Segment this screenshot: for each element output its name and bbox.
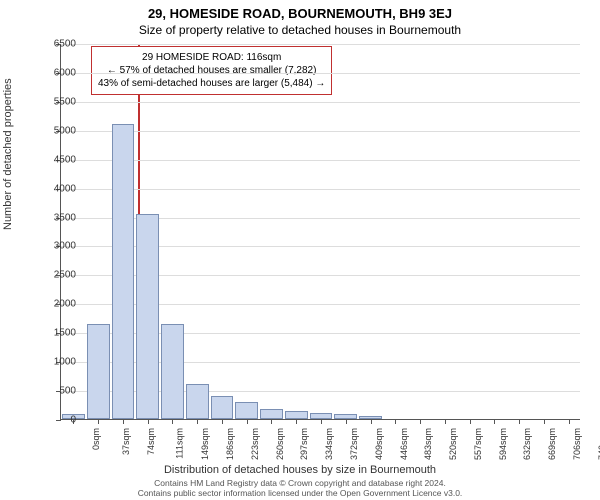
title-sub: Size of property relative to detached ho… [0, 21, 600, 37]
xtick-mark [172, 419, 173, 424]
annotation-line3: 43% of semi-detached houses are larger (… [98, 77, 325, 90]
xtick-mark [247, 419, 248, 424]
ytick-label: 4000 [26, 183, 76, 194]
xtick-label: 743sqm [597, 428, 600, 460]
bar [136, 214, 159, 419]
xtick-mark [222, 419, 223, 424]
xtick-mark [420, 419, 421, 424]
gridline [61, 160, 580, 161]
xtick-label: 223sqm [250, 428, 260, 460]
bar [260, 409, 283, 419]
xtick-label: 372sqm [349, 428, 359, 460]
ytick-label: 1500 [26, 328, 76, 339]
annotation-line2: ← 57% of detached houses are smaller (7,… [98, 64, 325, 77]
xtick-mark [371, 419, 372, 424]
chart-area: 29 HOMESIDE ROAD: 116sqm ← 57% of detach… [60, 44, 580, 420]
ytick-label: 6000 [26, 67, 76, 78]
footer: Contains HM Land Registry data © Crown c… [0, 478, 600, 498]
ytick-label: 2000 [26, 299, 76, 310]
ytick-label: 4500 [26, 154, 76, 165]
xtick-label: 706sqm [572, 428, 582, 460]
xtick-label: 111sqm [174, 428, 184, 459]
xtick-mark [271, 419, 272, 424]
xtick-label: 557sqm [473, 428, 483, 460]
annotation-box: 29 HOMESIDE ROAD: 116sqm ← 57% of detach… [91, 46, 332, 95]
xtick-label: 37sqm [121, 428, 131, 455]
xtick-label: 483sqm [423, 428, 433, 460]
x-axis-label: Distribution of detached houses by size … [0, 464, 600, 476]
gridline [61, 73, 580, 74]
footer-line2: Contains public sector information licen… [0, 488, 600, 498]
title-main: 29, HOMESIDE ROAD, BOURNEMOUTH, BH9 3EJ [0, 0, 600, 21]
xtick-label: 334sqm [324, 428, 334, 460]
ytick-label: 0 [26, 415, 76, 426]
xtick-label: 632sqm [522, 428, 532, 460]
xtick-mark [197, 419, 198, 424]
xtick-label: 669sqm [547, 428, 557, 460]
ytick-label: 5500 [26, 96, 76, 107]
xtick-mark [296, 419, 297, 424]
annotation-line1: 29 HOMESIDE ROAD: 116sqm [98, 51, 325, 64]
bar [186, 384, 209, 419]
bar [211, 396, 234, 419]
bar [112, 124, 135, 419]
xtick-mark [544, 419, 545, 424]
xtick-mark [321, 419, 322, 424]
xtick-label: 297sqm [300, 428, 310, 460]
gridline [61, 102, 580, 103]
xtick-mark [569, 419, 570, 424]
xtick-label: 74sqm [146, 428, 156, 455]
xtick-label: 446sqm [399, 428, 409, 460]
xtick-mark [346, 419, 347, 424]
xtick-label: 260sqm [275, 428, 285, 460]
xtick-mark [445, 419, 446, 424]
xtick-mark [395, 419, 396, 424]
xtick-label: 186sqm [225, 428, 235, 460]
xtick-label: 0sqm [91, 428, 101, 450]
xtick-mark [519, 419, 520, 424]
xtick-mark [494, 419, 495, 424]
bar [235, 402, 258, 419]
bar [285, 411, 308, 419]
gridline [61, 131, 580, 132]
xtick-label: 520sqm [448, 428, 458, 460]
gridline [61, 189, 580, 190]
xtick-mark [148, 419, 149, 424]
gridline [61, 44, 580, 45]
xtick-label: 409sqm [374, 428, 384, 460]
bar [161, 324, 184, 419]
ytick-label: 500 [26, 386, 76, 397]
footer-line1: Contains HM Land Registry data © Crown c… [0, 478, 600, 488]
ytick-label: 6500 [26, 39, 76, 50]
y-axis-label: Number of detached properties [2, 78, 14, 230]
ytick-label: 5000 [26, 125, 76, 136]
xtick-mark [123, 419, 124, 424]
xtick-label: 594sqm [498, 428, 508, 460]
xtick-mark [470, 419, 471, 424]
ytick-label: 2500 [26, 270, 76, 281]
bar [87, 324, 110, 419]
ytick-label: 1000 [26, 357, 76, 368]
xtick-label: 149sqm [200, 428, 210, 460]
ytick-label: 3500 [26, 212, 76, 223]
ytick-label: 3000 [26, 241, 76, 252]
xtick-mark [98, 419, 99, 424]
